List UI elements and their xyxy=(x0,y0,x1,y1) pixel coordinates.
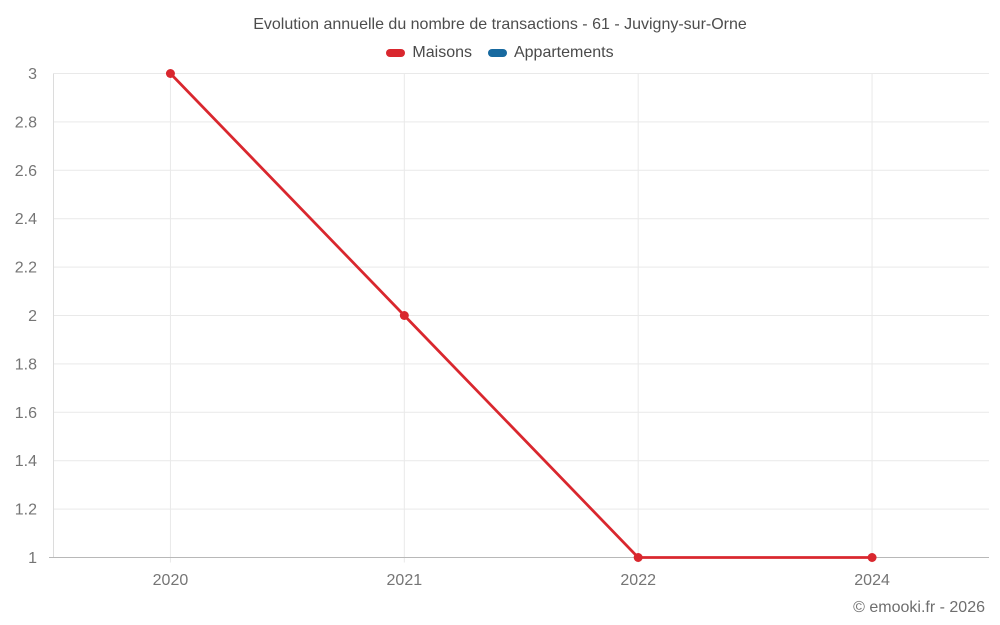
legend-item-appartements[interactable]: Appartements xyxy=(487,43,614,63)
x-axis-tick-label: 2021 xyxy=(387,572,423,589)
y-axis-tick-label: 1.2 xyxy=(15,502,37,519)
y-axis-tick-label: 2.4 xyxy=(15,211,37,228)
legend-item-maisons[interactable]: Maisons xyxy=(386,43,472,63)
data-point-maisons-2020[interactable] xyxy=(165,69,175,78)
y-axis-tick-label: 2.8 xyxy=(15,114,37,131)
data-point-maisons-2022[interactable] xyxy=(633,553,643,562)
data-point-maisons-2021[interactable] xyxy=(399,311,409,320)
y-axis-tick-label: 1 xyxy=(28,550,37,567)
y-axis-tick-label: 1.4 xyxy=(15,453,37,470)
x-axis-tick-label: 2024 xyxy=(854,572,890,589)
y-axis-tick-label: 1.8 xyxy=(15,356,37,373)
x-axis-tick-label: 2020 xyxy=(153,572,189,589)
y-axis-tick-label: 3 xyxy=(28,66,37,83)
x-axis-tick-label: 2022 xyxy=(620,572,656,589)
data-point-maisons-2024[interactable] xyxy=(867,553,877,562)
legend-marker-icon xyxy=(386,49,406,57)
legend-marker-icon xyxy=(487,49,507,57)
y-axis-tick-label: 1.6 xyxy=(15,405,37,422)
chart-title: Evolution annuelle du nombre de transact… xyxy=(253,16,747,33)
y-axis-tick-label: 2 xyxy=(28,308,37,325)
chart-legend: Maisons Appartements xyxy=(0,43,1000,63)
series-line-maisons xyxy=(169,72,874,559)
legend-label: Maisons xyxy=(412,44,472,61)
copyright-text: © emooki.fr - 2026 xyxy=(853,599,985,616)
y-axis-tick-label: 2.2 xyxy=(15,260,37,277)
legend-label: Appartements xyxy=(513,44,614,61)
y-axis-tick-label: 2.6 xyxy=(15,163,37,180)
